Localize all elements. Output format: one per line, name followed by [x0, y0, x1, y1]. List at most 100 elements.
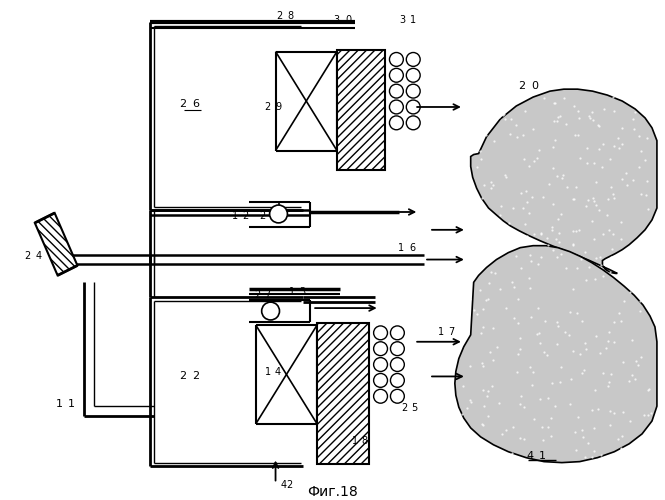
Point [486, 268, 497, 276]
Point [482, 412, 493, 420]
Point [500, 115, 511, 123]
Point [568, 240, 579, 248]
Point [636, 257, 647, 265]
Point [501, 237, 512, 245]
Point [597, 162, 607, 170]
Point [580, 453, 591, 461]
Point [493, 220, 503, 228]
Point [621, 248, 632, 256]
Point [539, 317, 550, 325]
Point [616, 255, 627, 263]
Point [495, 285, 505, 293]
Point [493, 398, 504, 406]
Point [493, 450, 503, 458]
Point [618, 358, 628, 366]
Point [463, 438, 473, 446]
Point [577, 369, 587, 377]
Point [579, 366, 590, 374]
Point [507, 278, 517, 286]
Point [528, 125, 539, 133]
Point [551, 236, 561, 244]
Text: 7: 7 [265, 290, 271, 300]
Point [495, 108, 505, 116]
Point [604, 156, 615, 164]
Text: 2: 2 [518, 81, 525, 91]
Point [616, 450, 626, 458]
Point [630, 108, 640, 116]
Point [641, 192, 652, 200]
Point [606, 246, 617, 254]
Point [640, 238, 650, 246]
Text: 4: 4 [526, 450, 533, 460]
Point [608, 318, 619, 326]
Point [574, 114, 585, 122]
Text: 4: 4 [36, 250, 42, 260]
Point [523, 209, 534, 217]
Point [551, 318, 562, 326]
Point [565, 308, 575, 316]
Point [613, 435, 624, 443]
Circle shape [374, 358, 388, 372]
Text: 2: 2 [287, 480, 293, 490]
Point [554, 238, 565, 246]
Point [509, 284, 519, 292]
Text: 4: 4 [281, 480, 287, 490]
Point [632, 258, 642, 266]
Point [597, 369, 608, 377]
Point [505, 114, 516, 122]
Point [628, 176, 638, 184]
Point [646, 436, 657, 444]
Point [528, 368, 539, 376]
Point [585, 114, 596, 122]
Point [641, 134, 652, 141]
Point [487, 324, 498, 332]
Text: 1: 1 [232, 211, 238, 221]
Point [563, 331, 574, 339]
Point [517, 132, 528, 140]
Point [593, 120, 604, 128]
Point [510, 252, 521, 260]
Point [521, 187, 532, 195]
Point [547, 224, 558, 232]
Point [561, 120, 572, 128]
Point [552, 117, 563, 125]
Point [562, 183, 573, 191]
Point [638, 410, 649, 418]
Point [638, 106, 649, 114]
Point [582, 144, 593, 152]
Point [509, 314, 519, 322]
Point [612, 252, 623, 260]
Text: 0: 0 [345, 15, 351, 25]
Point [579, 248, 590, 256]
Point [456, 434, 466, 442]
Point [515, 334, 525, 342]
Point [587, 216, 597, 224]
Point [491, 242, 502, 250]
Polygon shape [471, 89, 657, 274]
Point [555, 210, 566, 218]
Point [483, 295, 493, 303]
Text: 1: 1 [68, 399, 74, 409]
Point [475, 329, 486, 337]
Point [561, 264, 571, 272]
Point [537, 424, 547, 432]
Text: 6: 6 [409, 242, 416, 252]
Point [615, 235, 626, 243]
Point [581, 202, 592, 210]
Point [575, 255, 586, 263]
Point [575, 154, 585, 162]
Point [573, 130, 583, 138]
Point [624, 417, 635, 425]
Point [551, 172, 562, 179]
Point [608, 194, 619, 202]
Point [619, 296, 630, 304]
Point [515, 434, 525, 442]
Text: 8: 8 [287, 11, 293, 21]
Point [462, 404, 472, 412]
Point [608, 408, 619, 416]
Point [483, 387, 493, 395]
Point [460, 248, 471, 256]
Point [588, 234, 598, 242]
Point [594, 206, 604, 214]
Point [472, 310, 483, 318]
